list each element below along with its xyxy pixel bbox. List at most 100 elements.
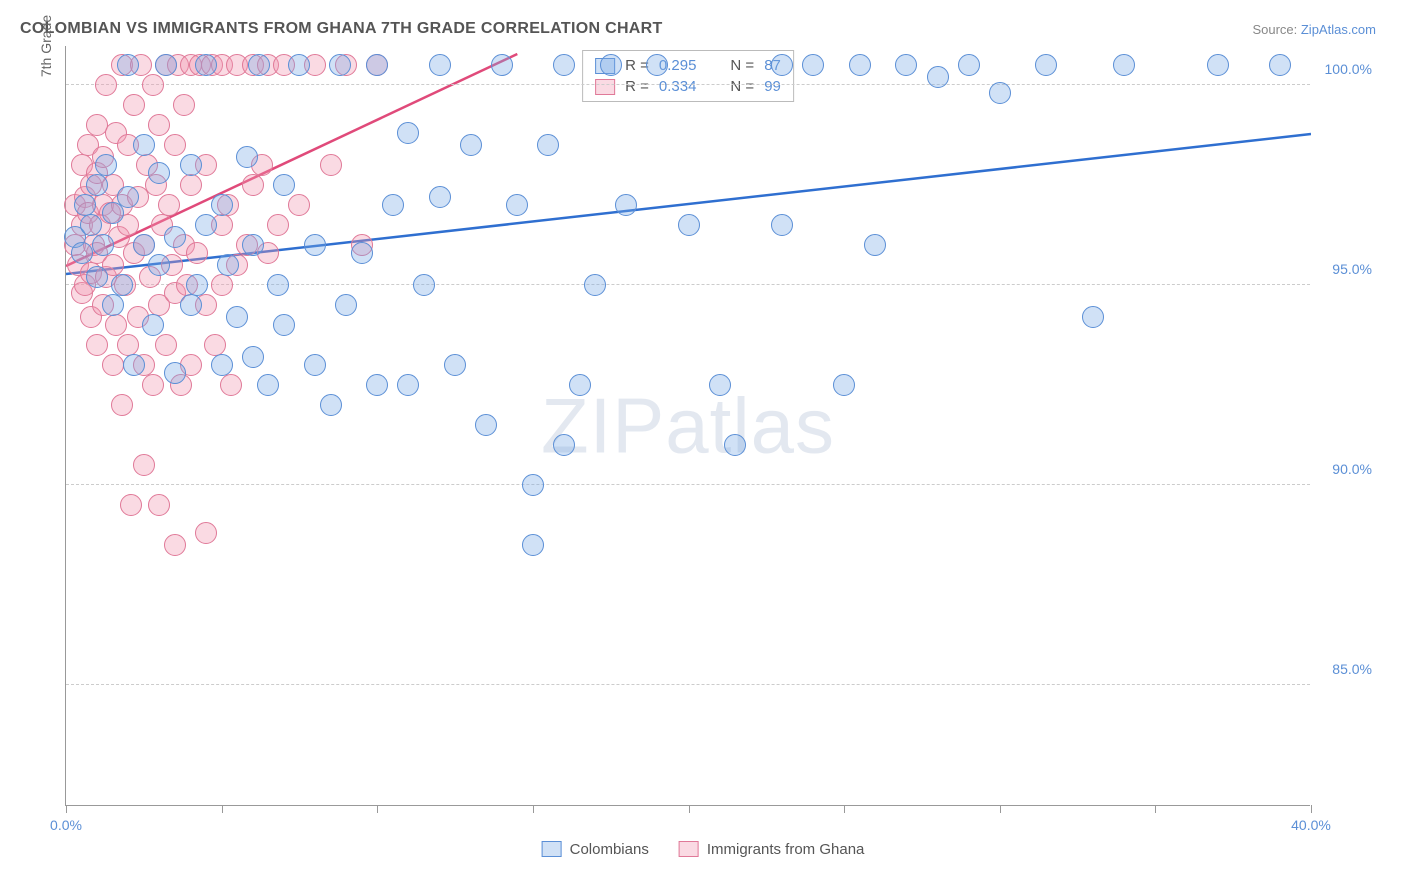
- data-point-colombians: [142, 314, 164, 336]
- x-tick: [1311, 805, 1312, 813]
- data-point-colombians: [382, 194, 404, 216]
- data-point-ghana: [111, 394, 133, 416]
- data-point-colombians: [1035, 54, 1057, 76]
- source-link[interactable]: ZipAtlas.com: [1301, 22, 1376, 37]
- data-point-ghana: [220, 374, 242, 396]
- data-point-colombians: [506, 194, 528, 216]
- data-point-colombians: [164, 362, 186, 384]
- data-point-ghana: [242, 174, 264, 196]
- data-point-ghana: [95, 74, 117, 96]
- data-point-colombians: [600, 54, 622, 76]
- stat-n-label: N =: [730, 57, 754, 74]
- y-axis-title: 7th Grade: [38, 15, 54, 77]
- data-point-colombians: [123, 354, 145, 376]
- stat-row-colombians: R =0.295N =87: [595, 55, 781, 76]
- x-tick: [844, 805, 845, 813]
- data-point-colombians: [304, 354, 326, 376]
- data-point-colombians: [460, 134, 482, 156]
- gridline-h: [66, 484, 1310, 485]
- data-point-colombians: [895, 54, 917, 76]
- data-point-colombians: [148, 254, 170, 276]
- data-point-colombians: [491, 54, 513, 76]
- data-point-ghana: [211, 274, 233, 296]
- gridline-h: [66, 684, 1310, 685]
- chart-title: COLOMBIAN VS IMMIGRANTS FROM GHANA 7TH G…: [20, 20, 663, 38]
- data-point-colombians: [117, 54, 139, 76]
- data-point-colombians: [522, 534, 544, 556]
- data-point-ghana: [142, 374, 164, 396]
- data-point-colombians: [273, 314, 295, 336]
- data-point-ghana: [133, 454, 155, 476]
- y-tick-label: 95.0%: [1332, 261, 1372, 277]
- data-point-colombians: [864, 234, 886, 256]
- data-point-colombians: [646, 54, 668, 76]
- gridline-h: [66, 84, 1310, 85]
- data-point-colombians: [92, 234, 114, 256]
- data-point-colombians: [273, 174, 295, 196]
- gridline-h: [66, 284, 1310, 285]
- data-point-colombians: [366, 54, 388, 76]
- data-point-colombians: [958, 54, 980, 76]
- data-point-colombians: [989, 82, 1011, 104]
- data-point-colombians: [195, 214, 217, 236]
- data-point-colombians: [248, 54, 270, 76]
- legend-swatch-ghana: [595, 79, 615, 95]
- x-tick: [533, 805, 534, 813]
- data-point-colombians: [257, 374, 279, 396]
- data-point-colombians: [186, 274, 208, 296]
- data-point-colombians: [335, 294, 357, 316]
- data-point-colombians: [1207, 54, 1229, 76]
- stat-r-value: 0.334: [659, 78, 697, 95]
- data-point-ghana: [164, 134, 186, 156]
- x-tick: [689, 805, 690, 813]
- data-point-colombians: [429, 54, 451, 76]
- x-tick: [222, 805, 223, 813]
- data-point-ghana: [164, 534, 186, 556]
- data-point-colombians: [304, 234, 326, 256]
- stat-r-label: R =: [625, 78, 649, 95]
- plot-region: ZIPatlas R =0.295N =87R =0.334N =99 85.0…: [65, 46, 1310, 806]
- y-tick-label: 85.0%: [1332, 661, 1372, 677]
- data-point-colombians: [522, 474, 544, 496]
- x-tick: [377, 805, 378, 813]
- data-point-colombians: [74, 194, 96, 216]
- data-point-ghana: [173, 94, 195, 116]
- stat-r-label: R =: [625, 57, 649, 74]
- data-point-colombians: [133, 134, 155, 156]
- legend-swatch-ghana: [679, 841, 699, 857]
- data-point-colombians: [366, 374, 388, 396]
- data-point-colombians: [242, 234, 264, 256]
- data-point-colombians: [927, 66, 949, 88]
- data-point-colombians: [569, 374, 591, 396]
- data-point-colombians: [217, 254, 239, 276]
- x-tick: [1000, 805, 1001, 813]
- legend-item-ghana: Immigrants from Ghana: [679, 841, 865, 858]
- data-point-colombians: [80, 214, 102, 236]
- data-point-colombians: [329, 54, 351, 76]
- data-point-colombians: [475, 414, 497, 436]
- data-point-colombians: [1113, 54, 1135, 76]
- stat-row-ghana: R =0.334N =99: [595, 76, 781, 97]
- x-tick-label: 0.0%: [50, 817, 82, 833]
- data-point-colombians: [267, 274, 289, 296]
- data-point-ghana: [195, 522, 217, 544]
- data-point-colombians: [195, 54, 217, 76]
- data-point-colombians: [155, 54, 177, 76]
- data-point-ghana: [320, 154, 342, 176]
- data-point-colombians: [413, 274, 435, 296]
- data-point-colombians: [111, 274, 133, 296]
- data-point-colombians: [709, 374, 731, 396]
- data-point-colombians: [133, 234, 155, 256]
- legend-item-colombians: Colombians: [542, 841, 649, 858]
- data-point-colombians: [71, 242, 93, 264]
- data-point-colombians: [95, 154, 117, 176]
- data-point-colombians: [211, 194, 233, 216]
- data-point-colombians: [397, 122, 419, 144]
- data-point-colombians: [678, 214, 700, 236]
- data-point-ghana: [180, 174, 202, 196]
- data-point-ghana: [158, 194, 180, 216]
- data-point-colombians: [537, 134, 559, 156]
- data-point-colombians: [802, 54, 824, 76]
- legend-swatch-colombians: [542, 841, 562, 857]
- data-point-ghana: [148, 494, 170, 516]
